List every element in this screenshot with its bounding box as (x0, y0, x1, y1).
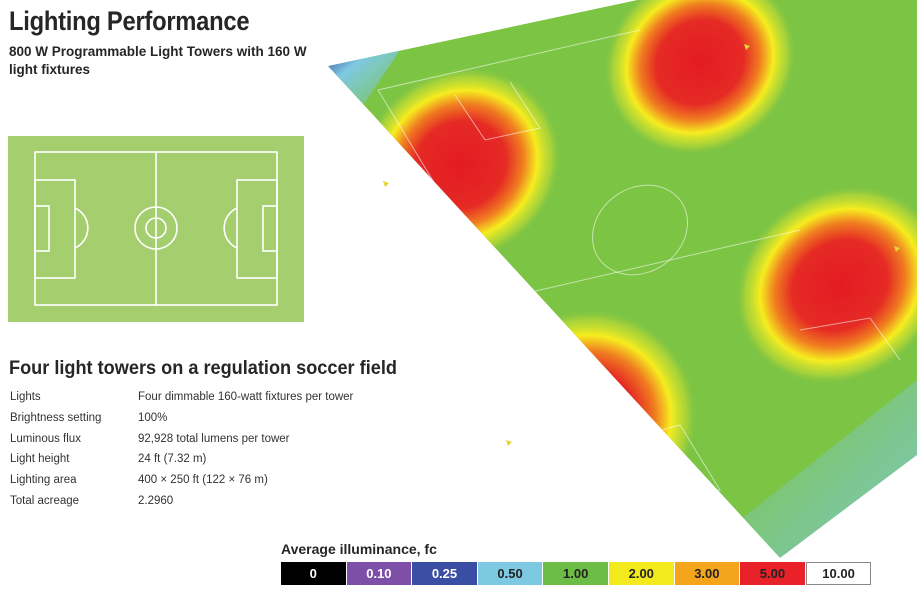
soccer-field-diagram (8, 136, 304, 322)
tower-marker-left (383, 181, 389, 187)
spec-value: 100% (138, 411, 168, 424)
corner-fade-top-left (328, 50, 400, 110)
spec-row: Lighting area 400 × 250 ft (122 × 76 m) (10, 474, 430, 495)
spec-row: Lights Four dimmable 160-watt fixtures pe… (10, 391, 430, 412)
legend-swatch: 0.25 (412, 562, 478, 585)
spec-value: 24 ft (7.32 m) (138, 453, 207, 466)
legend-swatch: 0.10 (346, 562, 413, 585)
legend-swatch: 1.00 (543, 562, 609, 585)
tower-markers (383, 44, 900, 446)
corner-fade-bottom-right (740, 380, 917, 558)
spec-label: Light height (10, 453, 70, 466)
legend-title: Average illuminance, fc (281, 541, 437, 557)
spec-value: 400 × 250 ft (122 × 76 m) (138, 474, 268, 487)
spec-label: Total acreage (10, 494, 80, 507)
spec-list: Lights Four dimmable 160-watt fixtures pe… (10, 391, 430, 516)
hotspot-right (734, 184, 917, 386)
legend-swatch: 2.00 (608, 562, 675, 585)
spec-row: Total acreage 2.2960 (10, 495, 430, 516)
illuminance-legend: 0 0.10 0.25 0.50 1.00 2.00 3.00 5.00 10.00 (281, 562, 872, 585)
hotspot-top-right (603, 0, 797, 156)
legend-swatch: 0 (281, 562, 347, 585)
spec-value: 2.2960 (138, 494, 174, 507)
spec-label: Lighting area (10, 474, 77, 487)
tower-marker-top (744, 44, 750, 50)
spec-label: Luminous flux (10, 432, 81, 445)
spec-value: 92,928 total lumens per tower (138, 432, 290, 445)
spec-label: Brightness setting (10, 411, 102, 424)
legend-swatch: 3.00 (674, 562, 741, 585)
spec-row: Luminous flux 92,928 total lumens per tow… (10, 433, 430, 454)
page-title: Lighting Performance (9, 6, 250, 36)
tower-marker-bottom (506, 440, 512, 446)
spec-value: Four dimmable 160-watt fixtures per towe… (138, 391, 354, 403)
legend-swatch: 0.50 (477, 562, 544, 585)
tower-marker-right (894, 246, 900, 252)
legend-swatch: 10.00 (805, 562, 872, 585)
spec-row: Brightness setting 100% (10, 412, 430, 433)
page-subtitle: 800 W Programmable Light Towers with 160… (9, 44, 307, 77)
spec-label: Lights (10, 391, 41, 403)
legend-swatch: 5.00 (740, 562, 806, 585)
spec-row: Light height 24 ft (7.32 m) (10, 453, 430, 474)
section-title: Four light towers on a regulation soccer… (9, 357, 397, 379)
